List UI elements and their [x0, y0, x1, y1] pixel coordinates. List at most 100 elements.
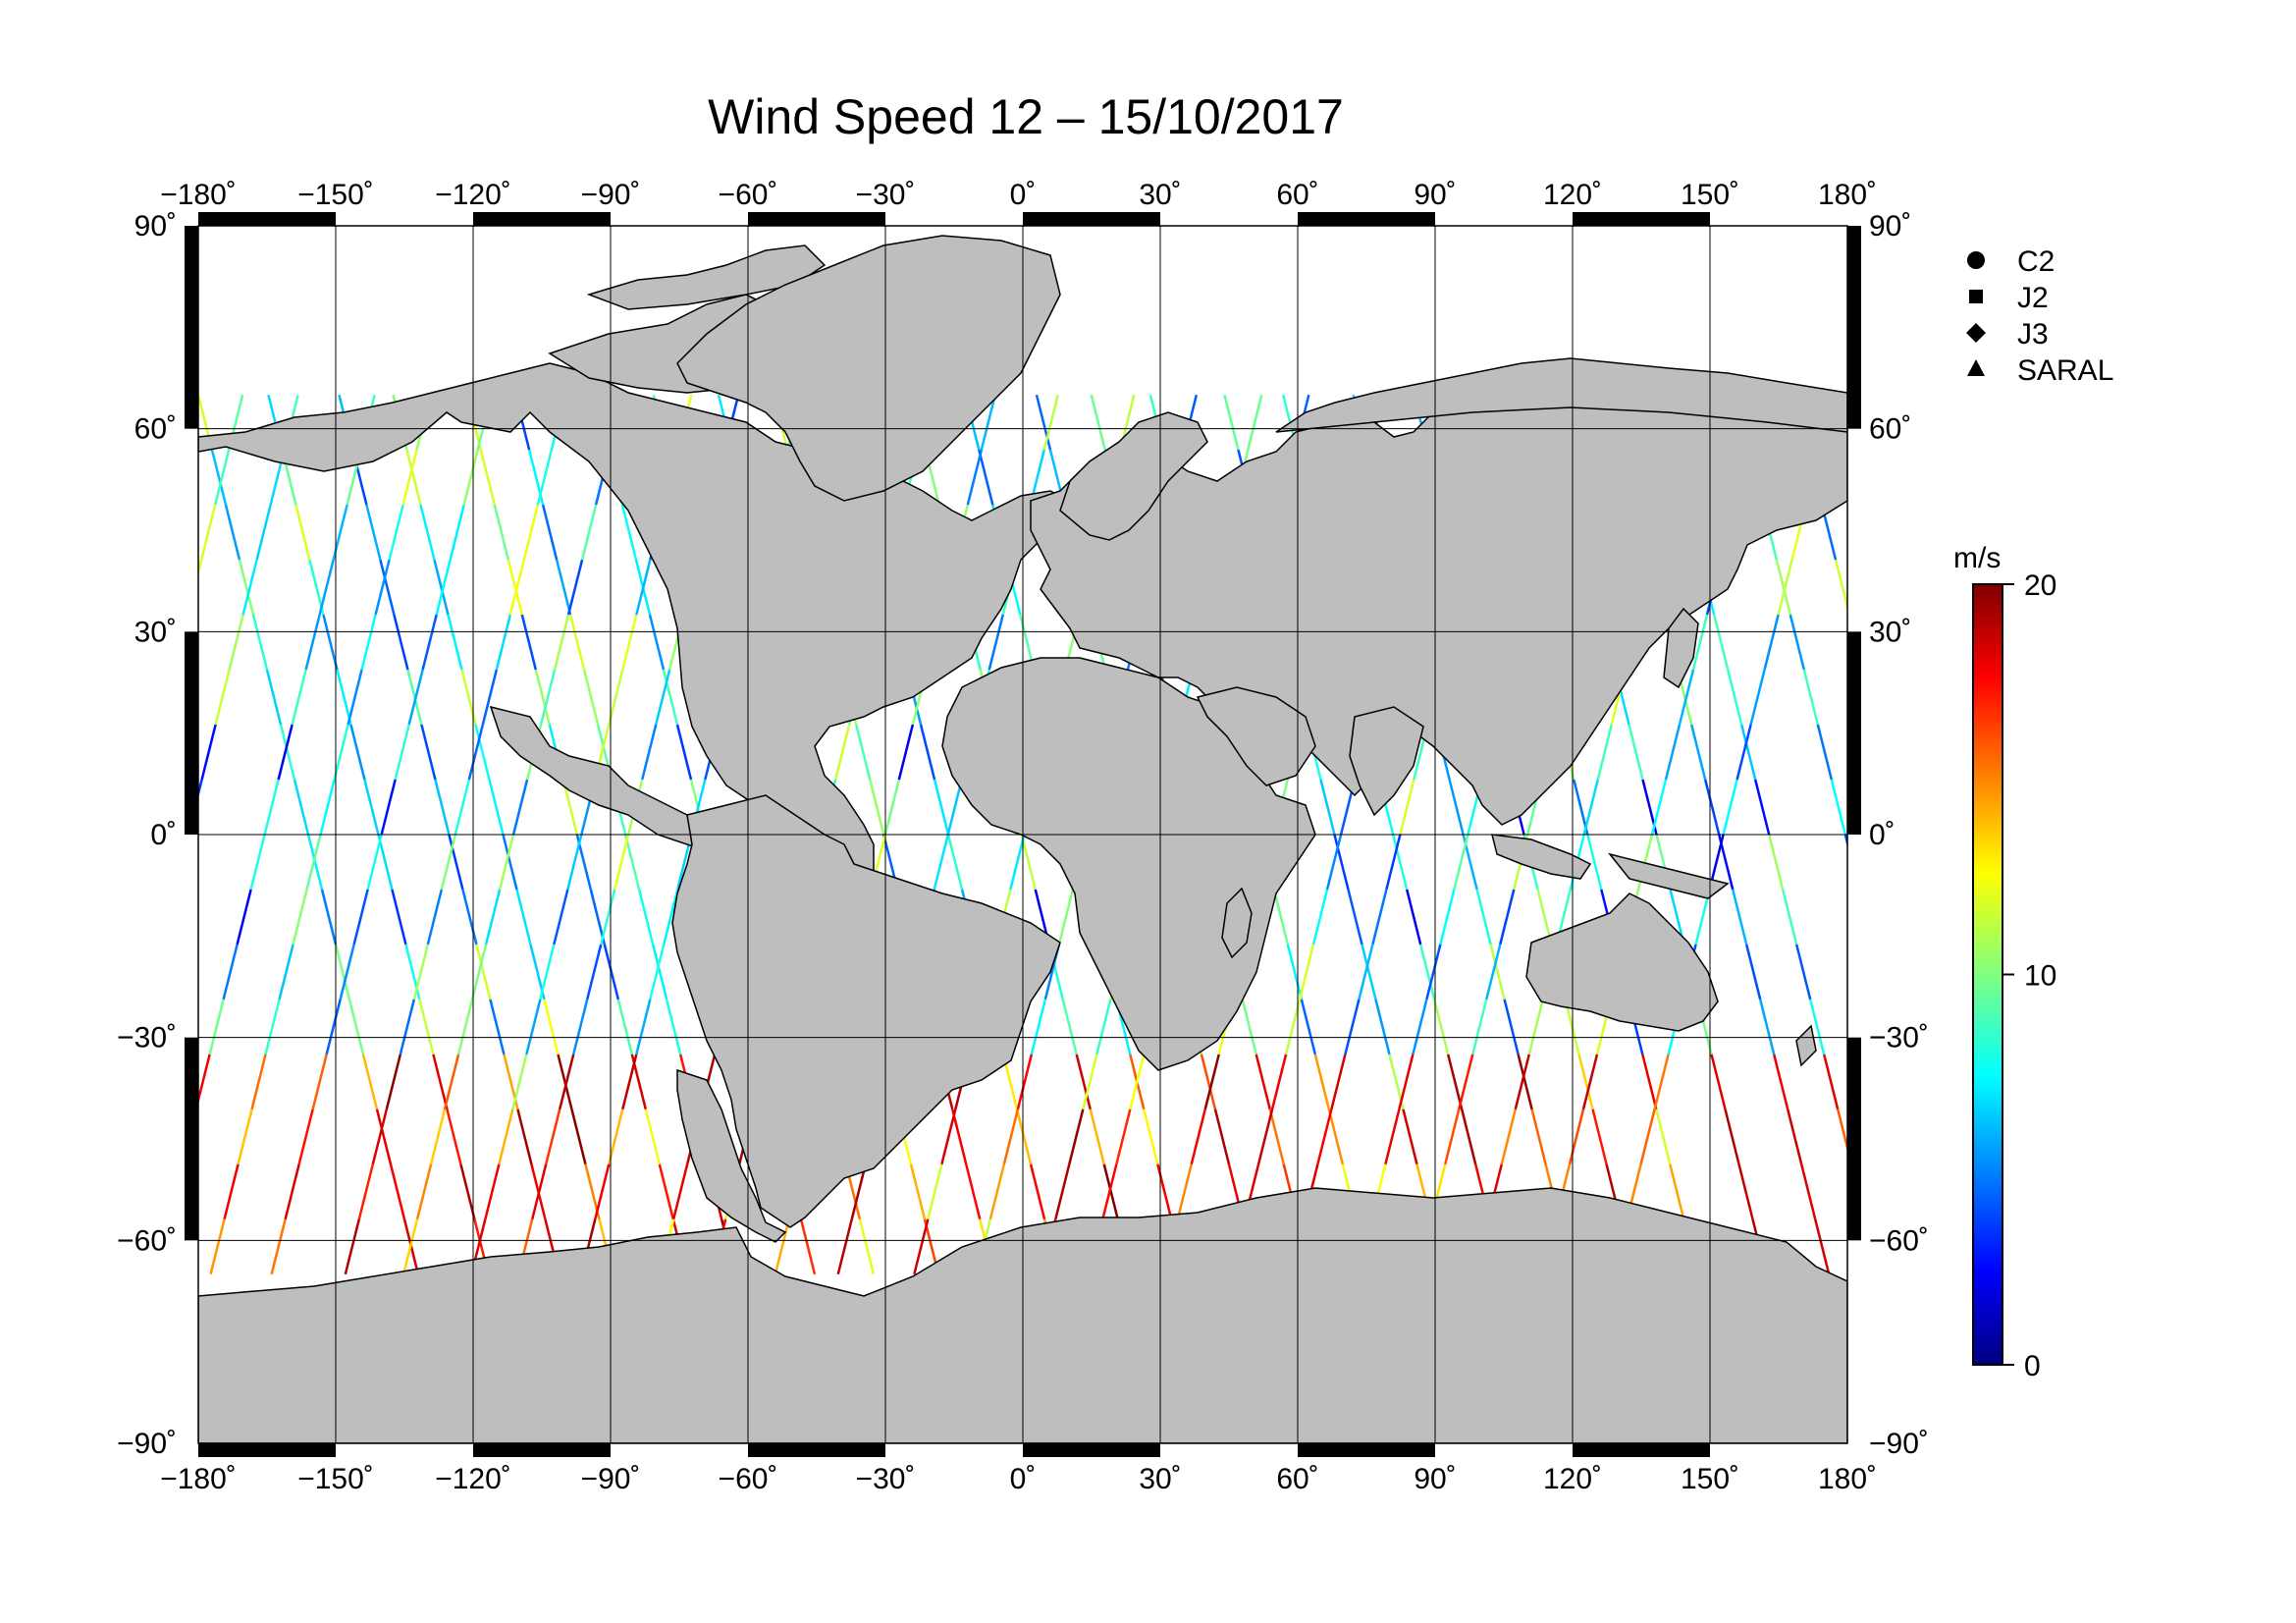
track-segment: [1691, 614, 1709, 671]
track-segment: [965, 1163, 982, 1220]
track-segment: [1475, 889, 1492, 946]
lon-tick-top: 60˚: [1276, 179, 1318, 211]
track-segment: [393, 614, 409, 671]
track-segment: [566, 559, 584, 616]
track-segment: [1732, 889, 1748, 946]
track-segment: [304, 614, 321, 671]
track-segment: [568, 614, 586, 671]
track-segment: [541, 504, 559, 561]
lat-tick-left: −60˚: [117, 1224, 177, 1257]
track-segment: [363, 779, 380, 836]
track-segment: [493, 504, 510, 561]
track-segment: [426, 889, 444, 946]
track-segment: [1418, 944, 1436, 1001]
track-segment: [1485, 944, 1502, 1001]
track-segment: [1678, 669, 1695, 726]
track-segment: [433, 559, 450, 616]
track-segment: [1054, 1163, 1071, 1220]
track-segment: [1814, 1218, 1831, 1275]
track-segment: [291, 669, 307, 726]
track-segment: [147, 945, 161, 1000]
track-segment: [1514, 1054, 1530, 1110]
track-segment: [1439, 889, 1456, 946]
track-segment: [319, 779, 336, 836]
track-segment: [119, 835, 133, 890]
track-segment: [1311, 889, 1329, 946]
track-segment: [92, 1164, 106, 1219]
track-segment: [1399, 779, 1415, 836]
track-segment: [536, 449, 554, 506]
track-segment: [498, 1109, 514, 1165]
axis-tick-labels: −180˚ −180˚ −150˚ −150˚ −120˚ −120˚ −90˚ −90˚ −6…: [117, 179, 1929, 1495]
track-segment: [78, 1000, 91, 1055]
track-segment: [470, 944, 488, 1001]
frame-bar: [1847, 226, 1861, 429]
circle-marker-icon: [1967, 251, 1985, 269]
track-segment: [508, 559, 526, 616]
track-segment: [1471, 999, 1488, 1055]
track-segment: [1586, 834, 1603, 891]
track-segment: [1444, 1109, 1461, 1165]
track-segment: [265, 669, 283, 726]
track-segment: [1942, 1219, 1955, 1274]
track-segment: [1247, 394, 1263, 451]
track-segment: [495, 614, 512, 671]
track-segment: [161, 890, 175, 945]
lon-tick-bottom: 30˚: [1139, 1463, 1181, 1495]
track-segment: [214, 669, 231, 726]
track-segment: [1268, 1109, 1285, 1165]
track-segment: [23, 1219, 36, 1274]
track-segment: [1374, 999, 1391, 1055]
track-segment: [1900, 1055, 1914, 1109]
track-segment: [336, 669, 352, 726]
track-segment: [1735, 724, 1752, 781]
track-segment: [1836, 1109, 1847, 1154]
track-segment: [1082, 1054, 1098, 1110]
track-segment: [106, 1109, 120, 1164]
lon-tick-top: −60˚: [719, 179, 778, 211]
lon-tick-bottom: 120˚: [1543, 1463, 1602, 1495]
track-segment: [263, 779, 280, 836]
track-segment: [388, 504, 404, 561]
legend-label: J2: [2017, 282, 2049, 314]
track-segment: [394, 724, 410, 781]
track-segment: [648, 614, 666, 671]
track-segment: [649, 944, 666, 1001]
track-segment: [435, 559, 452, 616]
track-segment: [774, 1218, 791, 1275]
track-segment: [1448, 779, 1465, 836]
lon-tick-bottom: −120˚: [435, 1463, 511, 1495]
track-segment: [1628, 724, 1644, 781]
track-segment: [988, 614, 1004, 671]
wind-speed-colorbar: m/s 20 10 0: [1953, 542, 2056, 1382]
lon-tick-bottom: −60˚: [719, 1463, 778, 1495]
tierra-del-fuego-land: [676, 1068, 787, 1243]
colorbar-unit: m/s: [1953, 542, 2001, 574]
frame-bar: [473, 212, 611, 226]
lat-tick-left: 60˚: [134, 413, 177, 446]
track-segment: [456, 999, 474, 1055]
track-segment: [534, 669, 552, 726]
track-segment: [1749, 669, 1766, 726]
track-segment: [1300, 999, 1317, 1055]
track-segment: [1928, 1164, 1942, 1219]
track-segment: [1877, 725, 1891, 780]
track-segment: [522, 504, 540, 561]
track-segment: [836, 1218, 853, 1275]
track-segment: [374, 559, 391, 616]
track-segment: [603, 944, 620, 1001]
track-segment: [570, 1109, 587, 1165]
triangle-marker-icon: [1967, 359, 1985, 376]
track-segment: [850, 1163, 867, 1220]
track-segment: [637, 889, 655, 946]
track-segment: [429, 1109, 447, 1165]
track-segment: [555, 559, 572, 616]
track-segment: [1412, 999, 1428, 1055]
track-segment: [1932, 945, 1946, 1000]
track-segment: [1722, 779, 1738, 836]
track-segment: [1724, 1109, 1740, 1165]
track-segment: [1115, 1109, 1132, 1165]
track-segment: [1787, 1109, 1803, 1165]
track-segment: [1517, 1054, 1533, 1110]
track-segment: [1596, 724, 1613, 781]
